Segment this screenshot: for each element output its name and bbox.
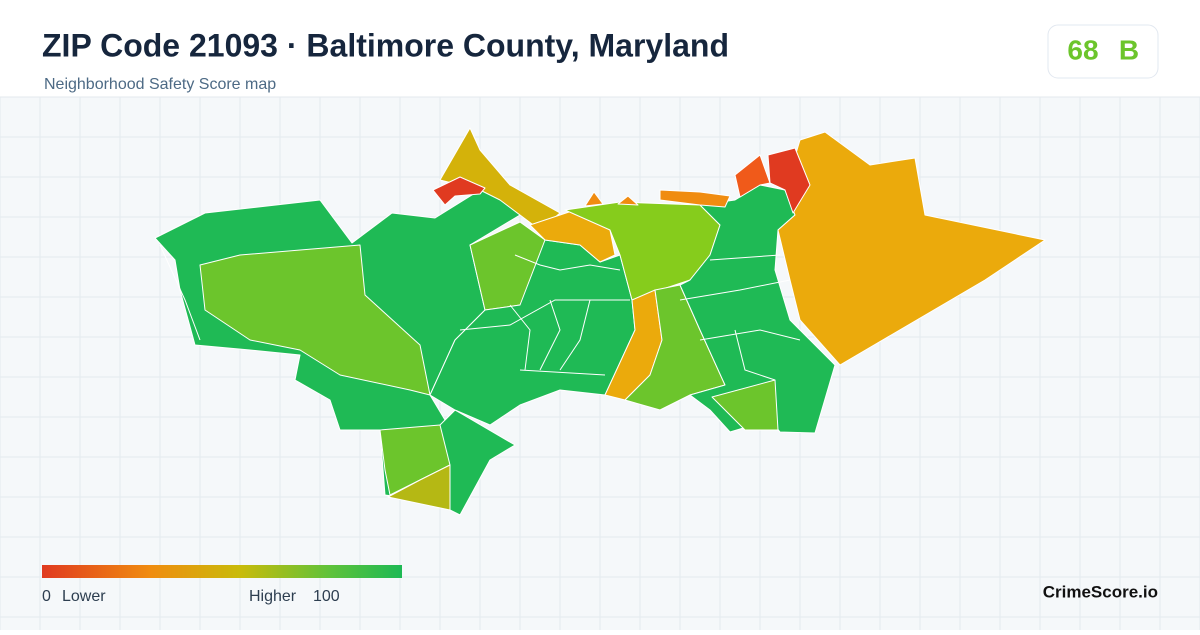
border (559, 299, 591, 371)
region (711, 379, 779, 431)
border (539, 299, 561, 371)
border (509, 304, 531, 371)
region (432, 176, 486, 206)
badge-box (1047, 24, 1159, 79)
region (387, 464, 451, 511)
border (699, 329, 801, 341)
brand: CrimeScore.io (1043, 582, 1158, 601)
region (777, 131, 1046, 366)
legend-max: 100 (313, 588, 340, 605)
borders (159, 244, 801, 426)
region (199, 244, 431, 396)
score-grade: B (1119, 34, 1139, 65)
region (734, 154, 771, 198)
border (459, 299, 630, 331)
header-bg (0, 0, 1200, 97)
legend-min: 0 (42, 588, 51, 605)
legend: 0 Lower Higher 100 (42, 565, 402, 605)
border (709, 254, 781, 261)
border (439, 409, 456, 426)
border (679, 279, 791, 301)
legend-min-label: Lower (62, 588, 106, 605)
border (514, 254, 621, 271)
border (519, 369, 606, 376)
map (154, 127, 1046, 516)
region (584, 191, 604, 207)
region (659, 189, 731, 208)
score-value: 68 (1067, 34, 1098, 65)
title: ZIP Code 21093 · Baltimore County, Maryl… (42, 27, 729, 63)
legend-max-label: Higher (249, 588, 297, 605)
score-badge: 68 B (1047, 24, 1159, 79)
subtitle: Neighborhood Safety Score map (44, 76, 276, 93)
border (159, 244, 201, 341)
legend-gradient (42, 565, 402, 578)
border (734, 329, 776, 381)
region (439, 127, 561, 231)
region (617, 195, 639, 206)
